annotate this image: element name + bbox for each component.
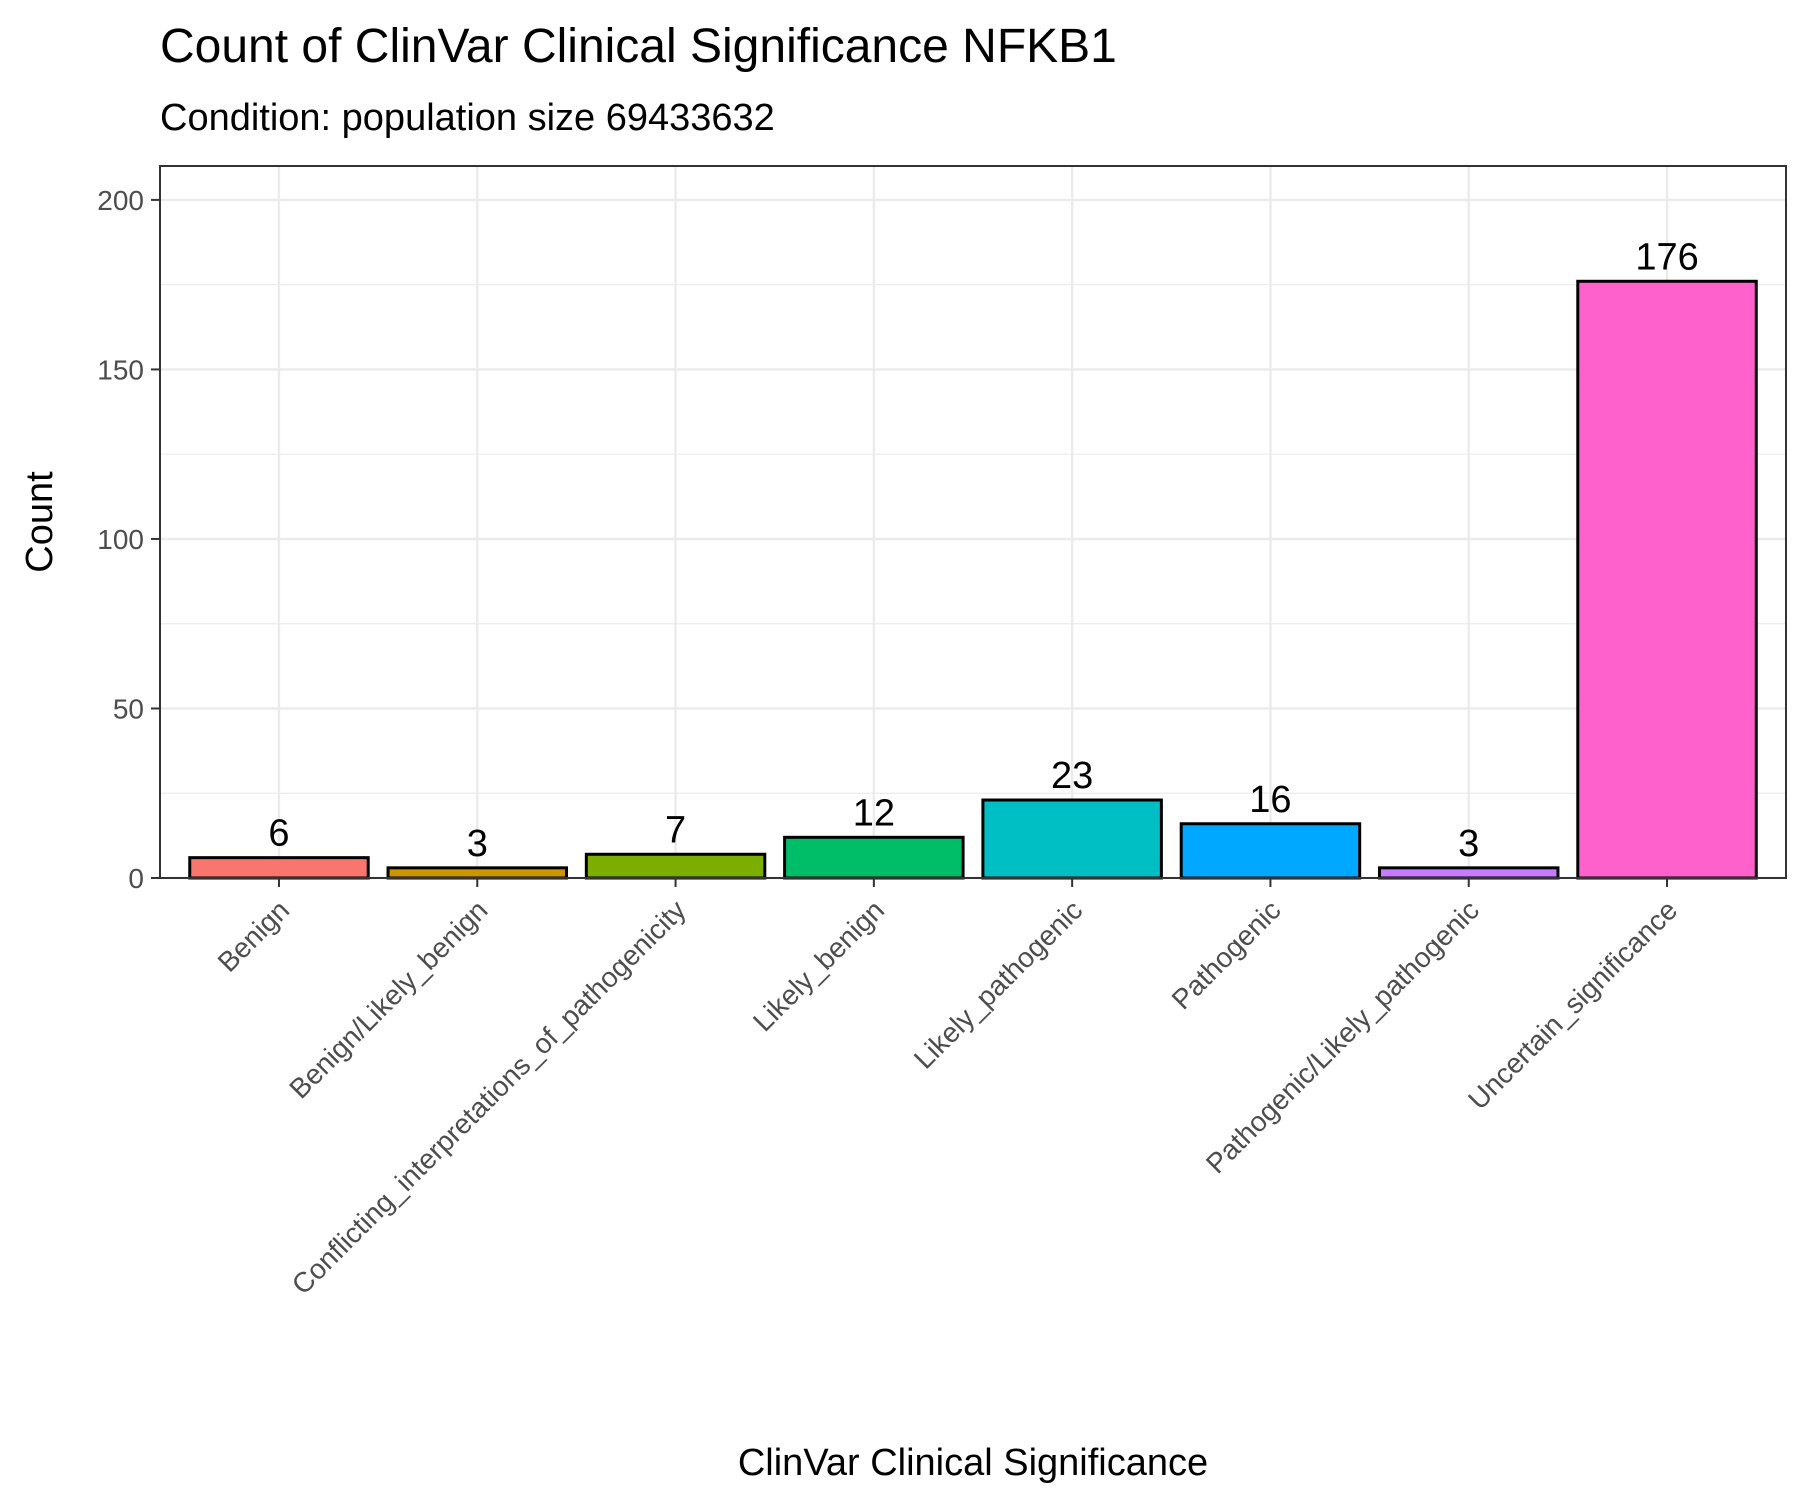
x-tick-label: Likely_pathogenic (908, 894, 1088, 1074)
data-label-7: 176 (1635, 236, 1698, 278)
y-tick-label: 100 (97, 524, 144, 555)
bar-0 (188, 856, 370, 880)
y-axis-title: Count (19, 471, 61, 573)
y-tick-label: 50 (113, 693, 144, 724)
data-label-2: 7 (665, 809, 686, 851)
chart-subtitle: Condition: population size 69433632 (160, 97, 775, 139)
bar-1 (386, 866, 568, 880)
data-label-5: 16 (1249, 779, 1291, 821)
x-tick-label: Likely_benign (747, 894, 890, 1037)
chart-title: Count of ClinVar Clinical Significance N… (160, 20, 1117, 73)
x-tick-label: Pathogenic (1166, 894, 1287, 1015)
axes: 0 50 100 150 200 BenignBenign/Likely_benignCo… (97, 185, 1683, 1300)
data-label-4: 23 (1051, 755, 1093, 797)
data-labels: 6 3 7 12 23 16 3 176 (268, 236, 1698, 865)
x-tick-label: Benign (212, 894, 296, 978)
bar-2 (584, 852, 767, 880)
y-tick-label: 0 (128, 863, 144, 894)
bar-5 (1179, 822, 1362, 880)
bar-4 (981, 798, 1163, 880)
data-label-0: 6 (268, 813, 289, 855)
y-tick-label: 150 (97, 354, 144, 385)
bars (188, 279, 1758, 880)
bar-7 (1576, 279, 1758, 880)
data-label-1: 3 (467, 823, 488, 865)
grid (160, 166, 1786, 880)
x-tick-label: Conflicting_interpretations_of_pathogeni… (286, 894, 692, 1300)
bar-3 (783, 835, 965, 880)
x-tick-label: Benign/Likely_benign (283, 894, 493, 1104)
bar-6 (1378, 866, 1560, 880)
x-axis-title: ClinVar Clinical Significance (738, 1442, 1208, 1484)
x-tick-label: Uncertain_significance (1462, 894, 1683, 1115)
data-label-3: 12 (853, 792, 895, 834)
panel-border (159, 165, 1787, 879)
data-label-6: 3 (1458, 823, 1479, 865)
y-tick-label: 200 (97, 185, 144, 216)
